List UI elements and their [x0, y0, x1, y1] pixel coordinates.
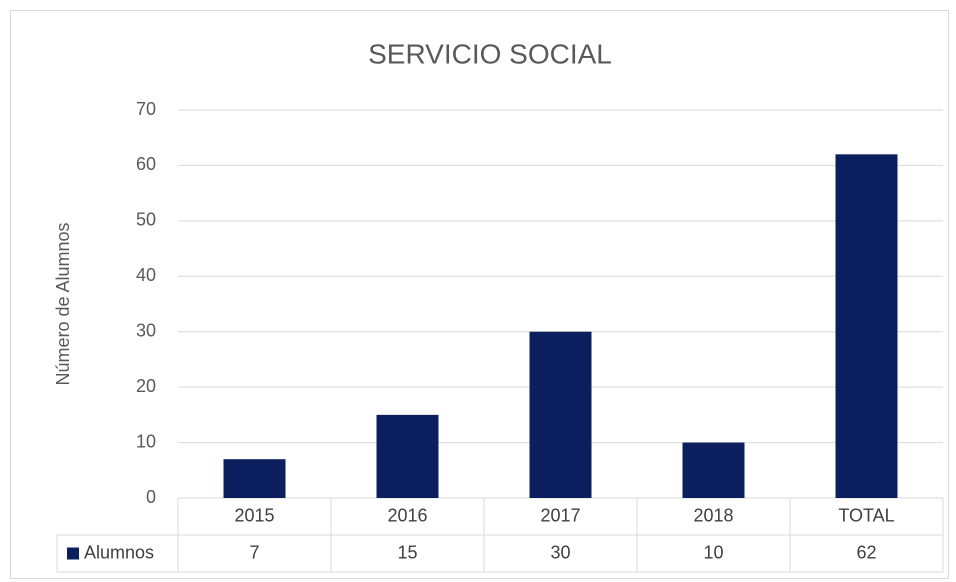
y-tick-label: 70: [136, 99, 156, 119]
bar: [529, 331, 592, 498]
table-value: 30: [550, 542, 570, 562]
bar: [682, 442, 745, 498]
y-axis-label: Número de Alumnos: [53, 222, 73, 385]
y-tick-label: 40: [136, 265, 156, 285]
chart-border: [10, 10, 949, 579]
y-tick-label: 20: [136, 376, 156, 396]
x-tick-label: 2018: [693, 505, 733, 525]
x-tick-label: TOTAL: [838, 505, 894, 525]
table-value: 7: [249, 542, 259, 562]
table-value: 62: [856, 542, 876, 562]
y-tick-label: 60: [136, 154, 156, 174]
chart-title: SERVICIO SOCIAL: [368, 38, 612, 69]
legend-label: Alumnos: [84, 542, 154, 562]
y-tick-label: 0: [146, 487, 156, 507]
y-tick-label: 30: [136, 320, 156, 340]
y-tick-label: 50: [136, 210, 156, 230]
table-value: 15: [397, 542, 417, 562]
table-value: 10: [703, 542, 723, 562]
bar: [223, 459, 286, 498]
bar: [835, 154, 898, 499]
legend-swatch: [67, 547, 79, 560]
x-tick-label: 2015: [234, 505, 274, 525]
x-tick-label: 2016: [387, 505, 427, 525]
bar: [376, 414, 439, 498]
y-tick-label: 10: [136, 431, 156, 451]
x-tick-label: 2017: [540, 505, 580, 525]
